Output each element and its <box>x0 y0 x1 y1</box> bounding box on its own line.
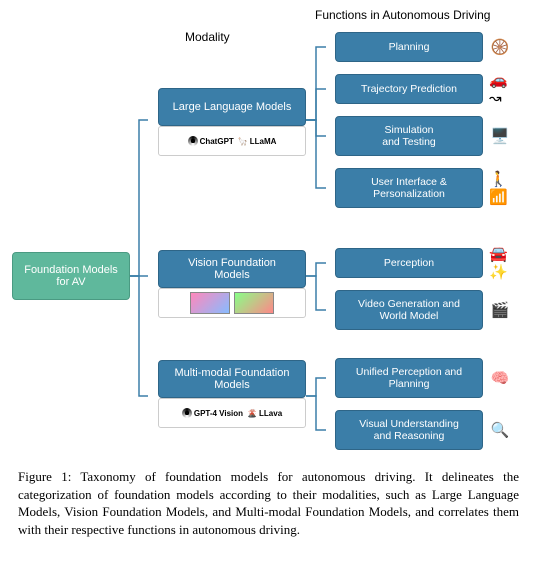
function-ui: User Interface &Personalization <box>335 168 483 208</box>
function-videogen: Video Generation andWorld Model <box>335 290 483 330</box>
gpt4v-logo-icon: GPT-4 Vision <box>182 408 243 418</box>
function-trajectory-icon: 🚗↝ <box>489 78 511 100</box>
header-functions: Functions in Autonomous Driving <box>315 8 490 22</box>
function-ui-label-2: Personalization <box>373 188 445 200</box>
vfm-sample-image-icon <box>190 292 230 314</box>
modality-vfm: Vision Foundation Models <box>158 250 306 288</box>
modality-mmfm-label-2: Models <box>214 379 249 391</box>
function-visual-label-1: Visual Understanding <box>359 418 459 430</box>
function-trajectory: Trajectory Prediction <box>335 74 483 104</box>
function-visual: Visual Understandingand Reasoning <box>335 410 483 450</box>
function-simulation: Simulationand Testing <box>335 116 483 156</box>
llama-logo-icon: 🦙LLaMA <box>238 137 277 146</box>
vfm-sample-image-icon <box>234 292 274 314</box>
function-perception-icon: 🚘✨ <box>489 252 511 274</box>
function-unified-label-2: Planning <box>389 378 430 390</box>
function-simulation-label-1: Simulation <box>384 124 433 136</box>
function-videogen-label-1: Video Generation and <box>358 298 460 310</box>
function-trajectory-label: Trajectory Prediction <box>361 83 457 95</box>
modality-mmfm-label-1: Multi-modal Foundation <box>175 367 290 379</box>
modality-llm-label: Large Language Models <box>173 101 292 113</box>
modality-mmfm: Multi-modal Foundation Models <box>158 360 306 398</box>
function-planning: Planning <box>335 32 483 62</box>
llava-logo-icon: 🌋LLava <box>247 409 282 418</box>
function-simulation-label-2: and Testing <box>382 136 436 148</box>
function-unified: Unified Perception andPlanning <box>335 358 483 398</box>
function-planning-label: Planning <box>389 41 430 53</box>
modality-vfm-label-1: Vision Foundation <box>188 257 276 269</box>
function-visual-icon: 🔍 <box>489 419 511 441</box>
modality-vfm-label-2: Models <box>214 269 249 281</box>
root-label-1: Foundation Models <box>24 264 118 276</box>
root-label-2: for AV <box>56 276 85 288</box>
modality-llm: Large Language Models <box>158 88 306 126</box>
modality-llm-sub: ChatGPT 🦙LLaMA <box>158 126 306 156</box>
chatgpt-logo-icon: ChatGPT <box>188 136 234 146</box>
function-perception-label: Perception <box>384 257 434 269</box>
function-planning-icon: 🛞 <box>489 36 511 58</box>
header-modality: Modality <box>185 30 230 44</box>
figure-caption: Figure 1: Taxonomy of foundation models … <box>18 468 519 538</box>
function-simulation-icon: 🖥️ <box>489 125 511 147</box>
function-perception: Perception <box>335 248 483 278</box>
diagram-canvas: Modality Functions in Autonomous Driving… <box>0 0 537 460</box>
modality-vfm-sub <box>158 288 306 318</box>
root-node: Foundation Models for AV <box>12 252 130 300</box>
function-videogen-label-2: World Model <box>380 310 439 322</box>
function-ui-label-1: User Interface & <box>371 176 447 188</box>
modality-mmfm-sub: GPT-4 Vision 🌋LLava <box>158 398 306 428</box>
function-videogen-icon: 🎬 <box>489 299 511 321</box>
function-unified-icon: 🧠 <box>489 367 511 389</box>
function-unified-label-1: Unified Perception and <box>356 366 462 378</box>
function-visual-label-2: and Reasoning <box>374 430 445 442</box>
function-ui-icon: 🚶📶 <box>489 177 511 199</box>
